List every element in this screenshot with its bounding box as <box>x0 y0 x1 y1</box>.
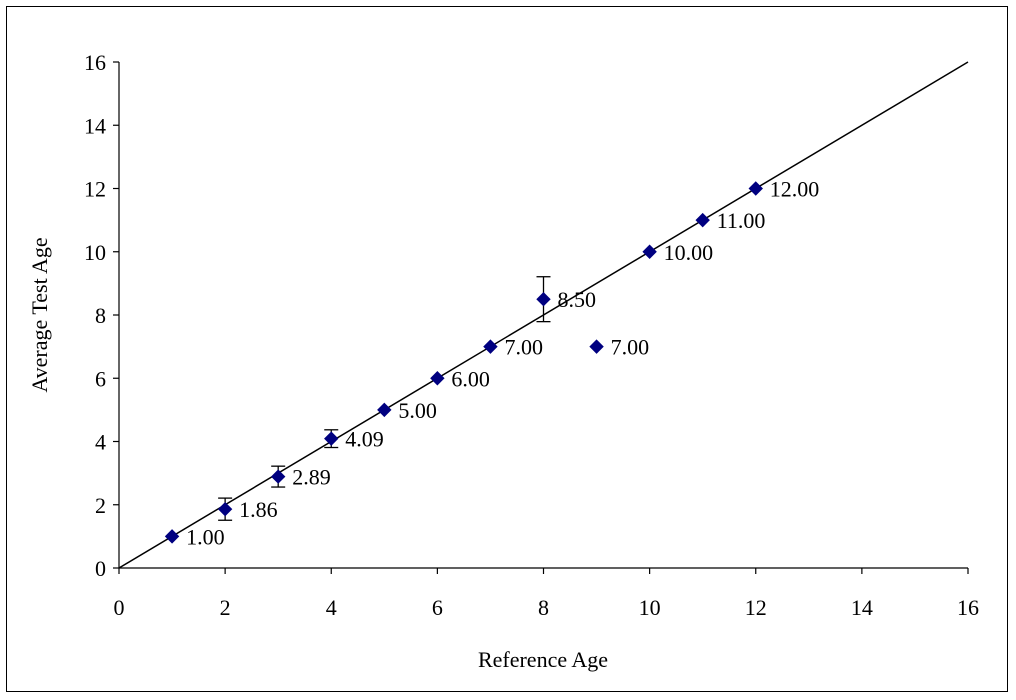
data-label: 11.00 <box>717 208 766 233</box>
data-label: 10.00 <box>664 240 714 265</box>
error-bars <box>218 276 551 521</box>
data-point <box>324 431 339 446</box>
y-tick-label: 2 <box>95 493 106 518</box>
x-tick-label: 8 <box>538 595 549 620</box>
data-label: 12.00 <box>770 177 820 202</box>
data-label: 6.00 <box>451 366 490 391</box>
data-labels: 1.00 1.86 2.89 4.09 5.00 6.00 7.00 8.50 7.00 10.0… <box>186 177 819 550</box>
data-label: 5.00 <box>398 398 437 423</box>
chart-frame <box>6 6 1008 692</box>
data-point <box>217 501 233 517</box>
data-point <box>695 212 710 228</box>
x-tick-label: 0 <box>114 595 125 620</box>
y-tick-label: 8 <box>95 303 106 328</box>
data-point <box>483 339 498 354</box>
data-label: 1.86 <box>239 497 278 522</box>
y-axis-ticks: 0 2 4 6 8 10 12 14 16 <box>84 50 119 581</box>
data-label: 7.00 <box>611 335 650 360</box>
y-tick-label: 0 <box>95 556 106 581</box>
x-axis-title: Reference Age <box>478 647 608 672</box>
data-label: 1.00 <box>186 524 225 549</box>
data-point <box>748 181 763 196</box>
data-point <box>430 371 445 386</box>
x-tick-label: 16 <box>957 595 979 620</box>
y-tick-label: 14 <box>84 113 106 138</box>
data-point <box>164 529 180 544</box>
x-tick-label: 12 <box>745 595 767 620</box>
y-tick-label: 6 <box>95 366 106 391</box>
y-tick-label: 16 <box>84 50 106 75</box>
x-tick-label: 10 <box>639 595 661 620</box>
y-axis-title: Average Test Age <box>27 237 52 392</box>
data-point <box>642 244 657 259</box>
data-point <box>589 339 604 354</box>
x-tick-label: 14 <box>851 595 873 620</box>
y-tick-label: 4 <box>95 430 106 455</box>
x-axis-ticks: 0 2 4 6 8 10 12 14 16 <box>114 568 979 620</box>
plot-area: 0 2 4 6 8 10 12 14 16 0 2 4 6 8 10 12 14 16 1.00 1.86 2.89… <box>84 50 979 620</box>
data-label: 4.09 <box>345 427 384 452</box>
x-tick-label: 2 <box>220 595 231 620</box>
x-tick-label: 4 <box>326 595 337 620</box>
data-label: 2.89 <box>292 465 331 490</box>
data-point <box>536 291 551 307</box>
data-point <box>377 402 392 418</box>
y-tick-label: 10 <box>84 240 106 265</box>
data-points <box>164 181 763 544</box>
data-point <box>270 469 286 484</box>
y-tick-label: 12 <box>84 177 106 202</box>
data-label: 8.50 <box>558 287 597 312</box>
data-label: 7.00 <box>504 335 543 360</box>
x-tick-label: 6 <box>432 595 443 620</box>
